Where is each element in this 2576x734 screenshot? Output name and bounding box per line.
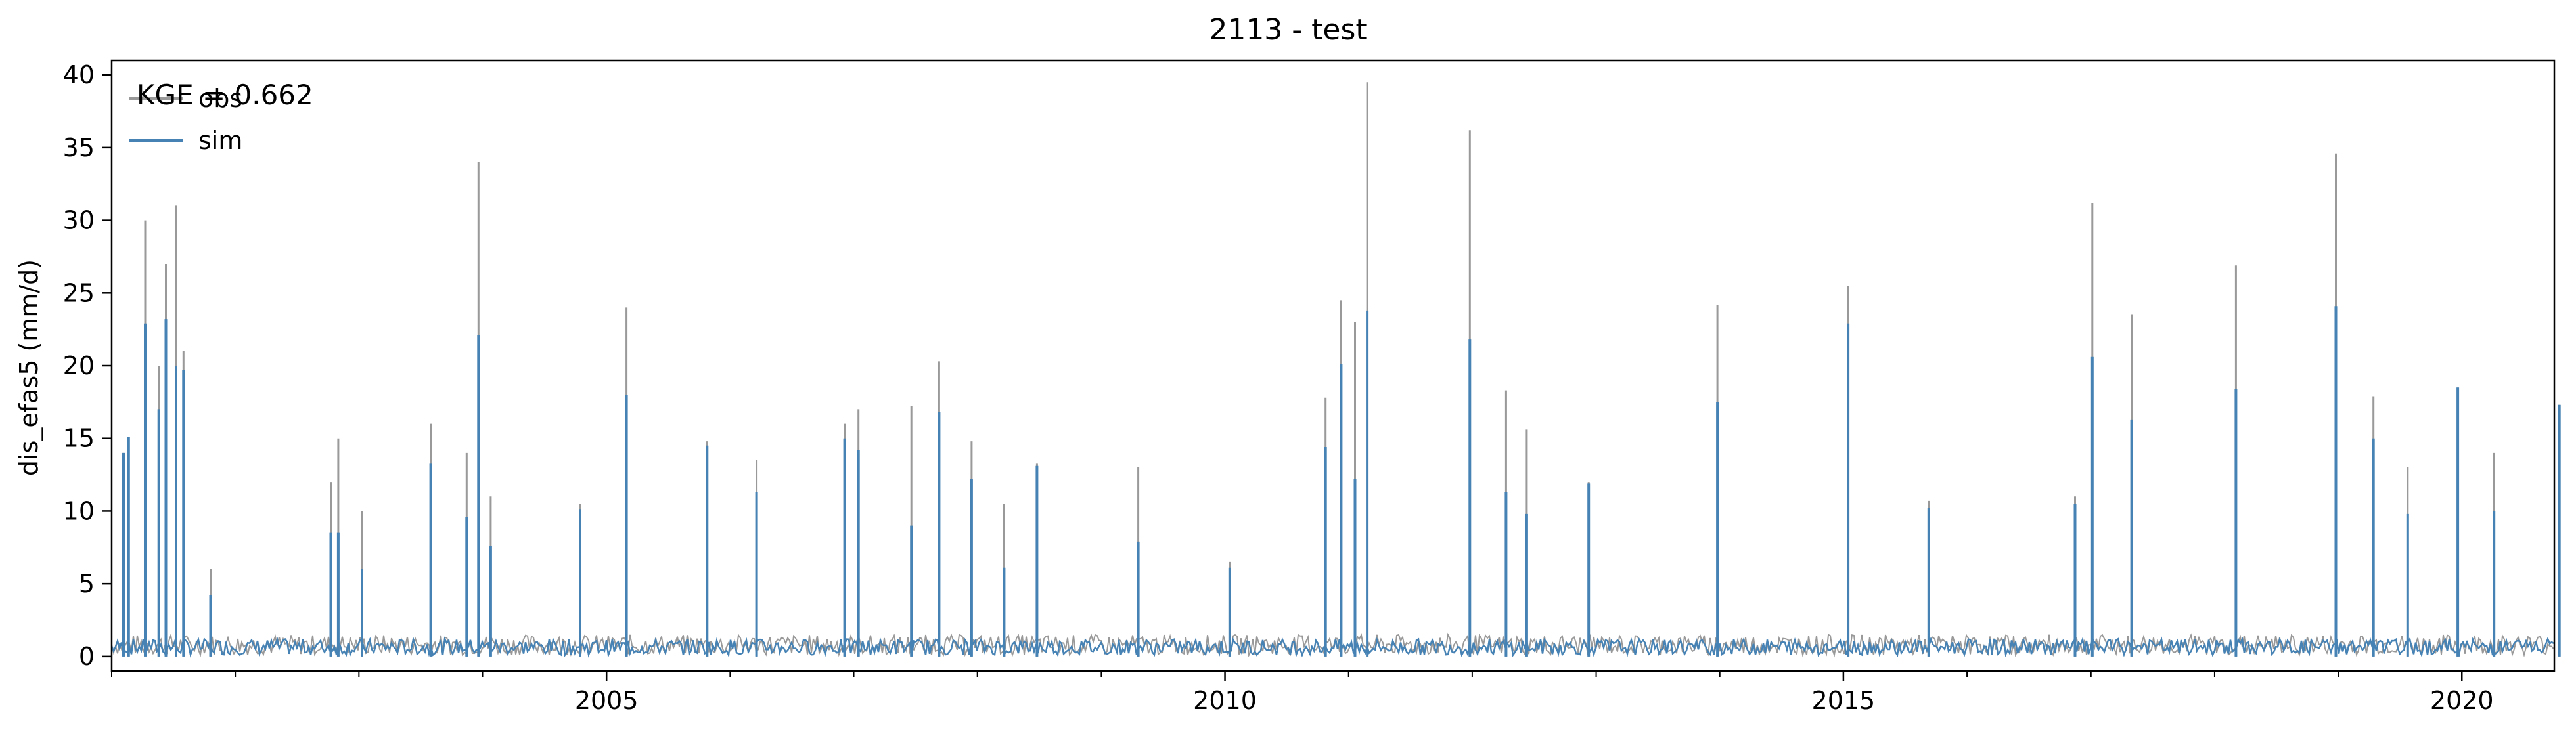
y-tick-label: 15 (63, 424, 95, 453)
y-tick-label: 10 (63, 496, 95, 525)
y-tick-label: 30 (63, 206, 95, 235)
y-tick-label: 40 (63, 60, 95, 89)
legend-item-sim: sim (129, 119, 242, 162)
y-tick-label: 20 (63, 351, 95, 380)
sim-series (124, 217, 2576, 657)
legend-swatch-sim (129, 139, 183, 142)
chart-title: 2113 - test (0, 13, 2576, 47)
legend-label-sim: sim (198, 126, 242, 155)
x-axis: 2005 2010 2015 2020 (112, 671, 2494, 715)
y-tick-label: 0 (79, 642, 95, 671)
x-tick-label: 2005 (575, 686, 639, 715)
y-axis-label: dis_efas5 (mm/d) (14, 259, 43, 476)
x-tick-label: 2010 (1193, 686, 1257, 715)
x-tick-label: 2015 (1812, 686, 1876, 715)
y-tick-label: 35 (63, 133, 95, 162)
y-axis: 0 5 10 15 20 25 30 35 40 (63, 60, 112, 671)
y-tick-label: 25 (63, 278, 95, 307)
y-tick-label: 5 (79, 569, 95, 598)
kge-annotation: KGE = 0.662 (137, 79, 313, 111)
x-tick-label: 2020 (2430, 686, 2494, 715)
